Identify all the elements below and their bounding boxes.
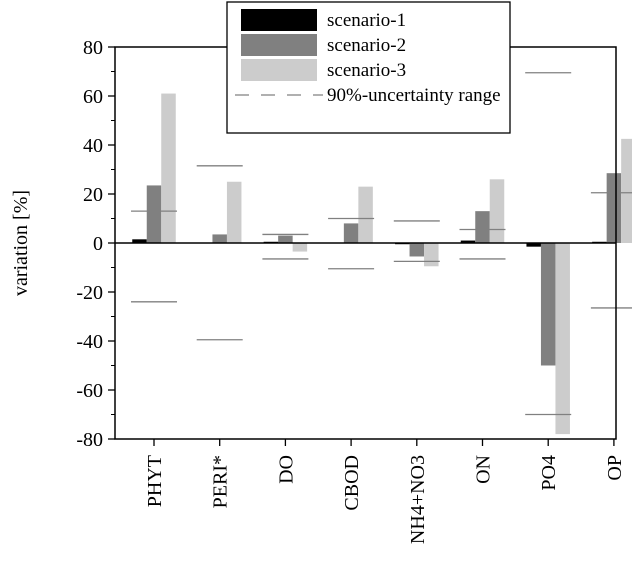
bar-scenario-3-DO xyxy=(292,243,308,252)
bar-scenario-2-ON xyxy=(475,211,490,243)
y-tick-label: 0 xyxy=(93,233,103,255)
bar-scenario-2-CBOD xyxy=(343,223,359,243)
legend-label-uncertainty: 90%-uncertainty range xyxy=(327,85,501,106)
y-tick-label: 80 xyxy=(83,37,103,59)
bar-scenario-3-PERI* xyxy=(226,181,242,243)
x-tick-label: ON xyxy=(473,455,495,484)
bar-scenario-3-PO4 xyxy=(555,243,570,435)
x-tick-label: DO xyxy=(275,455,297,484)
legend-swatch-scenario-2 xyxy=(241,34,317,56)
legend-label-scenario-1: scenario-1 xyxy=(327,10,406,31)
y-tick-label: -60 xyxy=(76,380,103,402)
y-tick-label: -40 xyxy=(76,331,103,353)
bar-scenario-1-ON xyxy=(460,240,476,243)
x-tick-label: OP xyxy=(604,455,626,481)
bar-scenario-2-PHYT xyxy=(146,185,162,243)
legend-label-scenario-3: scenario-3 xyxy=(327,60,406,81)
bar-scenario-2-PO4 xyxy=(540,243,556,366)
legend-swatch-scenario-1 xyxy=(241,9,317,31)
y-tick-label: -20 xyxy=(76,282,103,304)
bar-scenario-3-OP xyxy=(621,138,632,243)
bar-scenario-1-PO4 xyxy=(526,243,541,247)
legend-label-scenario-2: scenario-2 xyxy=(327,35,406,56)
legend-swatch-scenario-3 xyxy=(241,59,317,81)
bar-scenario-2-DO xyxy=(278,235,293,243)
x-tick-label: NH4+NO3 xyxy=(407,455,429,544)
y-axis-ticks: -80 -60 -40 -20 0 20 40 60 80 xyxy=(76,37,115,451)
y-axis-label: variation [%] xyxy=(10,190,32,296)
y-tick-label: -80 xyxy=(76,429,103,451)
bar-scenario-2-OP xyxy=(606,173,622,243)
x-axis-labels: PHYT PERI* DO CBOD NH4+NO3 ON PO4 OP xyxy=(144,439,626,544)
y-tick-label: 60 xyxy=(83,86,103,108)
bars xyxy=(132,93,632,435)
bar-scenario-3-PHYT xyxy=(161,93,176,243)
bar-scenario-3-NH4+NO3 xyxy=(424,243,439,267)
bar-scenario-2-PERI* xyxy=(212,234,227,243)
x-tick-label: PHYT xyxy=(144,455,166,507)
x-tick-label: PO4 xyxy=(538,455,560,491)
legend: scenario-1 scenario-2 scenario-3 90%-uncert… xyxy=(226,1,511,134)
bar-scenario-1-PHYT xyxy=(132,239,147,243)
x-tick-label: PERI* xyxy=(210,455,232,508)
bar-scenario-3-ON xyxy=(489,179,505,243)
uncertainty-lines xyxy=(131,72,632,416)
bar-scenario-3-CBOD xyxy=(358,186,373,243)
bar-scenario-2-NH4+NO3 xyxy=(409,243,425,257)
y-tick-label: 20 xyxy=(83,184,103,206)
x-tick-label: CBOD xyxy=(341,455,363,511)
y-tick-label: 40 xyxy=(83,135,103,157)
